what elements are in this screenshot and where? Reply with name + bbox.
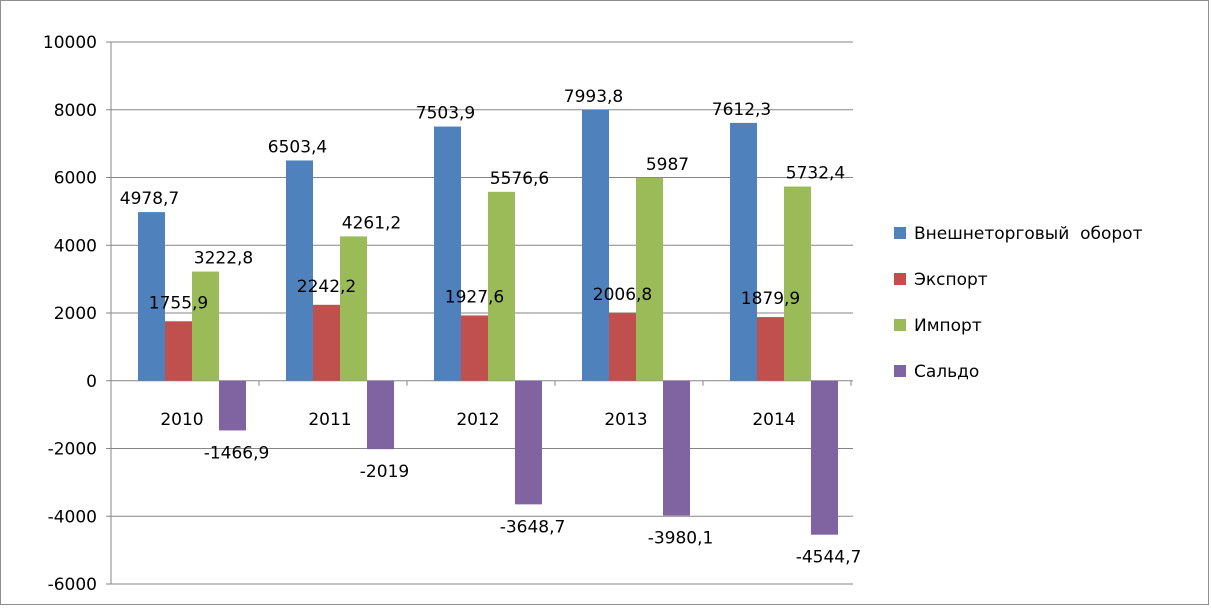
bar [609, 312, 636, 381]
y-tick-label: 8000 [54, 101, 97, 121]
bar [367, 380, 394, 450]
x-tick-label: 2011 [308, 410, 351, 430]
y-tick-label: 4000 [54, 236, 97, 256]
data-label: -3648,7 [500, 517, 566, 537]
bar [461, 315, 488, 381]
x-axis-ticks: 2010 2011 2012 2013 2014 [160, 410, 795, 430]
data-label: -3980,1 [648, 529, 714, 549]
legend-label: Сальдо [914, 362, 979, 382]
data-label: 1927,6 [445, 287, 504, 307]
bars [138, 109, 838, 535]
y-tick-label: 10000 [43, 33, 97, 53]
x-tick-label: 2013 [604, 410, 647, 430]
legend-label: Импорт [914, 316, 982, 336]
bar [192, 271, 219, 381]
data-labels: 4978,7 6503,4 7503,9 7993,8 7612,3 1755,9 2242… [120, 87, 862, 568]
bar [165, 321, 192, 381]
bar [663, 380, 690, 516]
legend-label: Внешнеторговый оборот [914, 224, 1143, 244]
bar [811, 380, 838, 535]
data-label: 5987 [646, 155, 689, 175]
bar [219, 380, 246, 431]
bar [488, 191, 515, 381]
data-label: 1755,9 [149, 293, 208, 313]
bar [138, 212, 165, 381]
y-tick-label: -4000 [48, 507, 97, 527]
bar [784, 186, 811, 381]
bar [757, 317, 784, 381]
bar [286, 160, 313, 381]
data-label: -2019 [360, 462, 409, 482]
y-tick-label: 6000 [54, 169, 97, 189]
data-label: 4978,7 [120, 189, 179, 209]
x-tick-label: 2014 [752, 410, 795, 430]
data-label: 7503,9 [416, 104, 475, 124]
data-label: 5732,4 [786, 164, 845, 184]
data-label: 2006,8 [593, 285, 652, 305]
x-tick-label: 2012 [456, 410, 499, 430]
y-tick-label: 2000 [54, 304, 97, 324]
data-label: 2242,2 [297, 277, 356, 297]
legend-label: Экспорт [914, 270, 988, 290]
data-label: 5576,6 [490, 169, 549, 189]
y-tick-label: 0 [86, 372, 97, 392]
data-label: 6503,4 [268, 137, 327, 157]
legend-swatch [894, 365, 906, 377]
y-tick-label: -2000 [48, 440, 97, 460]
data-label: 7612,3 [712, 100, 771, 120]
bar [434, 126, 461, 381]
bar [515, 380, 542, 505]
bar [340, 236, 367, 381]
legend-swatch [894, 227, 906, 239]
y-tick-label: -6000 [48, 575, 97, 595]
bar [582, 109, 609, 381]
legend-swatch [894, 319, 906, 331]
legend: Внешнеторговый оборот Экспорт Импорт Сальдо [894, 224, 1143, 382]
legend-swatch [894, 273, 906, 285]
data-label: -1466,9 [204, 443, 270, 463]
data-label: 4261,2 [342, 213, 401, 233]
data-label: 3222,8 [194, 249, 253, 269]
x-tick-label: 2010 [160, 410, 203, 430]
bar [313, 304, 340, 381]
bar [730, 122, 757, 381]
data-label: 1879,9 [741, 289, 800, 309]
data-label: -4544,7 [796, 548, 862, 568]
data-label: 7993,8 [564, 87, 623, 107]
bar [636, 177, 663, 381]
y-axis-ticks: 10000 8000 6000 4000 2000 0 -2000 -4000 -6000 [43, 33, 97, 595]
